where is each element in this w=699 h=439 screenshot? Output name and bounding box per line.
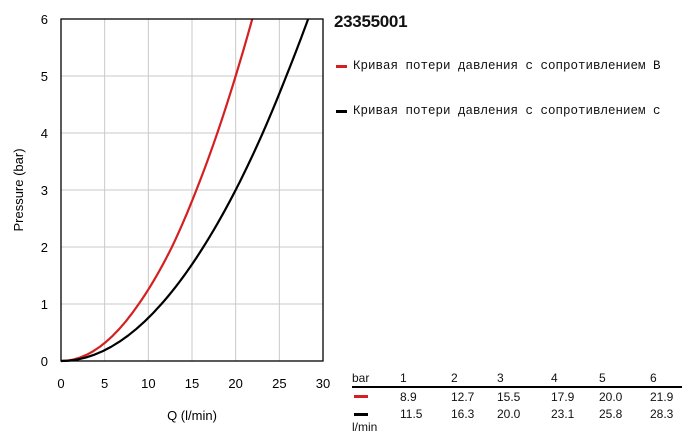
chart-id: 23355001 <box>334 12 408 31</box>
table-cell: 16.3 <box>451 407 475 421</box>
chart-grid <box>60 18 324 362</box>
pressure-loss-chart: 0 5 10 15 20 25 30 0 1 2 3 4 5 6 Q (l/min) Pressure … <box>11 12 330 423</box>
table-col-1: 1 <box>400 371 407 385</box>
table-unit-label: l/min <box>352 420 378 434</box>
y-axis-label: Pressure (bar) <box>11 148 26 231</box>
legend-swatch-red <box>336 65 347 68</box>
legend-item-black: Кривая потери давления с сопротивлением … <box>336 103 683 119</box>
table-col-2: 2 <box>451 371 458 385</box>
x-tick-label: 5 <box>101 376 108 391</box>
y-tick-label: 5 <box>41 69 48 84</box>
y-tick-labels: 0 1 2 3 4 5 6 <box>41 12 48 369</box>
table-cell: 15.5 <box>497 390 521 404</box>
x-tick-label: 15 <box>185 376 199 391</box>
x-tick-labels: 0 5 10 15 20 25 30 <box>57 376 330 391</box>
legend-label-black: Кривая потери давления с сопротивлением … <box>353 104 661 118</box>
table-cell: 20.0 <box>497 407 521 421</box>
table-cell: 8.9 <box>400 390 417 404</box>
table-cell: 20.0 <box>599 390 623 404</box>
table-cell: 17.9 <box>551 390 575 404</box>
y-tick-label: 1 <box>41 297 48 312</box>
table-col-5: 5 <box>599 371 606 385</box>
x-tick-label: 20 <box>228 376 242 391</box>
flow-table-header: bar 1 2 3 4 5 6 <box>352 370 682 388</box>
plot-frame <box>60 18 324 362</box>
y-tick-label: 2 <box>41 240 48 255</box>
x-axis-label: Q (l/min) <box>167 408 217 423</box>
y-tick-label: 0 <box>41 354 48 369</box>
table-col-6: 6 <box>650 371 657 385</box>
table-cell: 11.5 <box>400 407 423 421</box>
table-cell: 21.9 <box>650 390 674 404</box>
flow-table: bar 1 2 3 4 5 6 8.9 12.7 15.5 17.9 20.0 … <box>352 370 682 434</box>
y-tick-label: 4 <box>41 126 48 141</box>
table-col-3: 3 <box>497 371 504 385</box>
y-tick-label: 3 <box>41 183 48 198</box>
legend-swatch-black <box>336 110 347 113</box>
table-row-black-swatch <box>354 413 368 416</box>
x-tick-label: 0 <box>57 376 64 391</box>
table-cell: 28.3 <box>650 407 674 421</box>
table-cell: 12.7 <box>451 390 475 404</box>
x-tick-label: 25 <box>272 376 286 391</box>
table-cell: 23.1 <box>551 407 575 421</box>
table-bar-label: bar <box>352 371 370 385</box>
legend-label-red: Кривая потери давления с сопротивлением … <box>353 59 661 73</box>
table-row-red-swatch <box>354 395 368 398</box>
x-tick-label: 30 <box>316 376 330 391</box>
legend-item-red: Кривая потери давления с сопротивлением … <box>336 58 683 74</box>
x-tick-label: 10 <box>141 376 155 391</box>
table-col-4: 4 <box>551 371 558 385</box>
table-cell: 25.8 <box>599 407 623 421</box>
y-tick-label: 6 <box>41 12 48 27</box>
